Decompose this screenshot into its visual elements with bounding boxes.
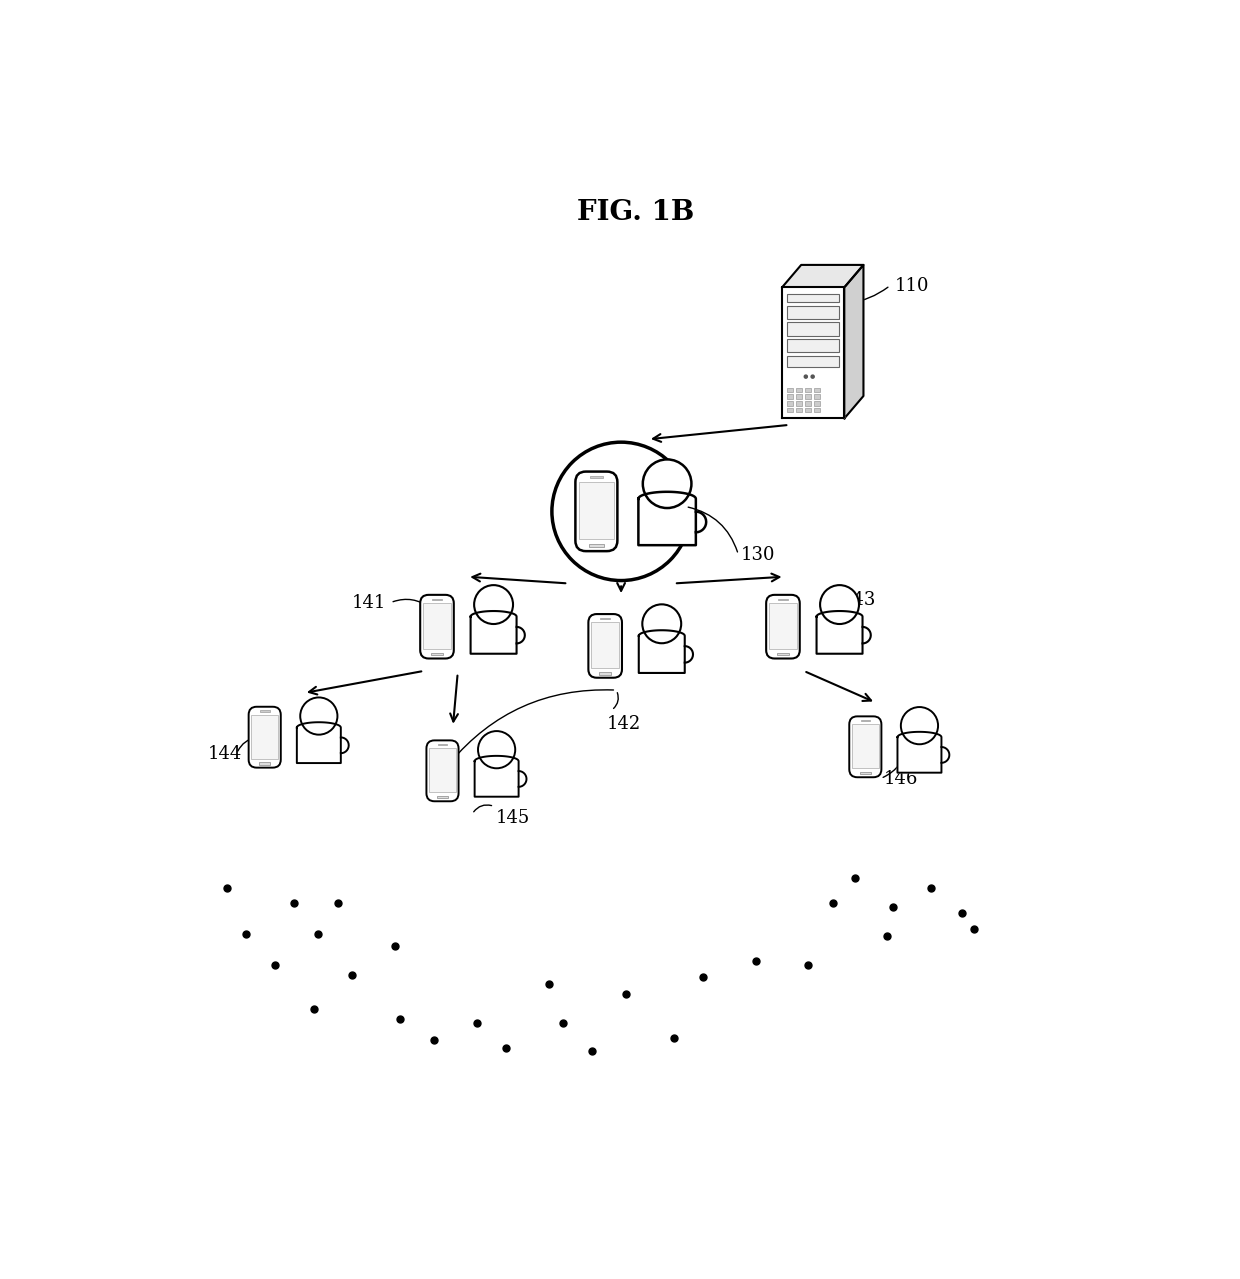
Bar	[591, 623, 619, 668]
FancyBboxPatch shape	[849, 716, 882, 778]
Circle shape	[642, 459, 692, 508]
Text: 144: 144	[208, 744, 242, 762]
Circle shape	[820, 585, 859, 624]
Bar	[259, 762, 270, 765]
Polygon shape	[817, 611, 863, 654]
Bar	[787, 306, 839, 318]
FancyBboxPatch shape	[766, 595, 800, 659]
Bar	[252, 715, 278, 758]
Bar	[599, 671, 611, 674]
Text: 110: 110	[895, 276, 930, 294]
Text: 145: 145	[496, 810, 531, 828]
Bar	[787, 388, 792, 391]
Bar	[432, 652, 443, 655]
Bar	[787, 394, 792, 399]
Bar	[852, 724, 879, 769]
Text: 146: 146	[883, 770, 918, 788]
Bar	[436, 796, 448, 798]
Circle shape	[474, 585, 513, 624]
Bar	[787, 408, 792, 412]
Circle shape	[811, 375, 815, 379]
FancyBboxPatch shape	[575, 472, 618, 551]
Bar	[796, 394, 802, 399]
Bar	[769, 604, 797, 648]
Polygon shape	[296, 723, 341, 764]
Bar	[787, 322, 839, 335]
Circle shape	[900, 707, 939, 744]
FancyBboxPatch shape	[420, 595, 454, 659]
Bar	[589, 544, 604, 547]
Bar	[429, 748, 456, 792]
Polygon shape	[898, 732, 941, 773]
Text: 143: 143	[842, 591, 877, 609]
Bar	[805, 388, 811, 391]
Polygon shape	[684, 646, 693, 663]
Text: 141: 141	[351, 593, 386, 611]
Bar	[787, 294, 839, 302]
Bar	[815, 408, 820, 412]
Bar	[815, 388, 820, 391]
Bar	[787, 356, 839, 367]
Polygon shape	[471, 611, 517, 654]
Circle shape	[805, 375, 807, 379]
Circle shape	[300, 697, 337, 734]
Polygon shape	[844, 265, 863, 418]
Polygon shape	[639, 492, 696, 545]
Text: 142: 142	[606, 715, 641, 733]
Bar	[787, 402, 792, 405]
Polygon shape	[863, 627, 870, 643]
Polygon shape	[475, 756, 518, 797]
Polygon shape	[782, 288, 844, 418]
Polygon shape	[517, 627, 525, 643]
FancyBboxPatch shape	[427, 741, 459, 801]
Bar	[815, 394, 820, 399]
Polygon shape	[782, 265, 863, 288]
Text: FIG. 1B: FIG. 1B	[577, 200, 694, 226]
Bar	[579, 482, 614, 540]
Polygon shape	[518, 771, 527, 787]
Bar	[805, 408, 811, 412]
Bar	[423, 604, 451, 648]
Bar	[590, 476, 603, 478]
FancyBboxPatch shape	[249, 707, 280, 767]
Bar	[796, 402, 802, 405]
Bar	[796, 408, 802, 412]
Bar	[805, 402, 811, 405]
Polygon shape	[941, 747, 950, 762]
Bar	[859, 771, 870, 774]
Polygon shape	[341, 738, 348, 753]
Bar	[815, 402, 820, 405]
Text: 130: 130	[742, 546, 776, 564]
Circle shape	[477, 732, 516, 769]
Circle shape	[552, 443, 691, 581]
Bar	[805, 394, 811, 399]
Circle shape	[642, 605, 681, 643]
Polygon shape	[639, 631, 684, 673]
Polygon shape	[696, 512, 707, 532]
Bar	[787, 339, 839, 352]
FancyBboxPatch shape	[588, 614, 622, 678]
Bar	[777, 652, 789, 655]
Bar	[796, 388, 802, 391]
